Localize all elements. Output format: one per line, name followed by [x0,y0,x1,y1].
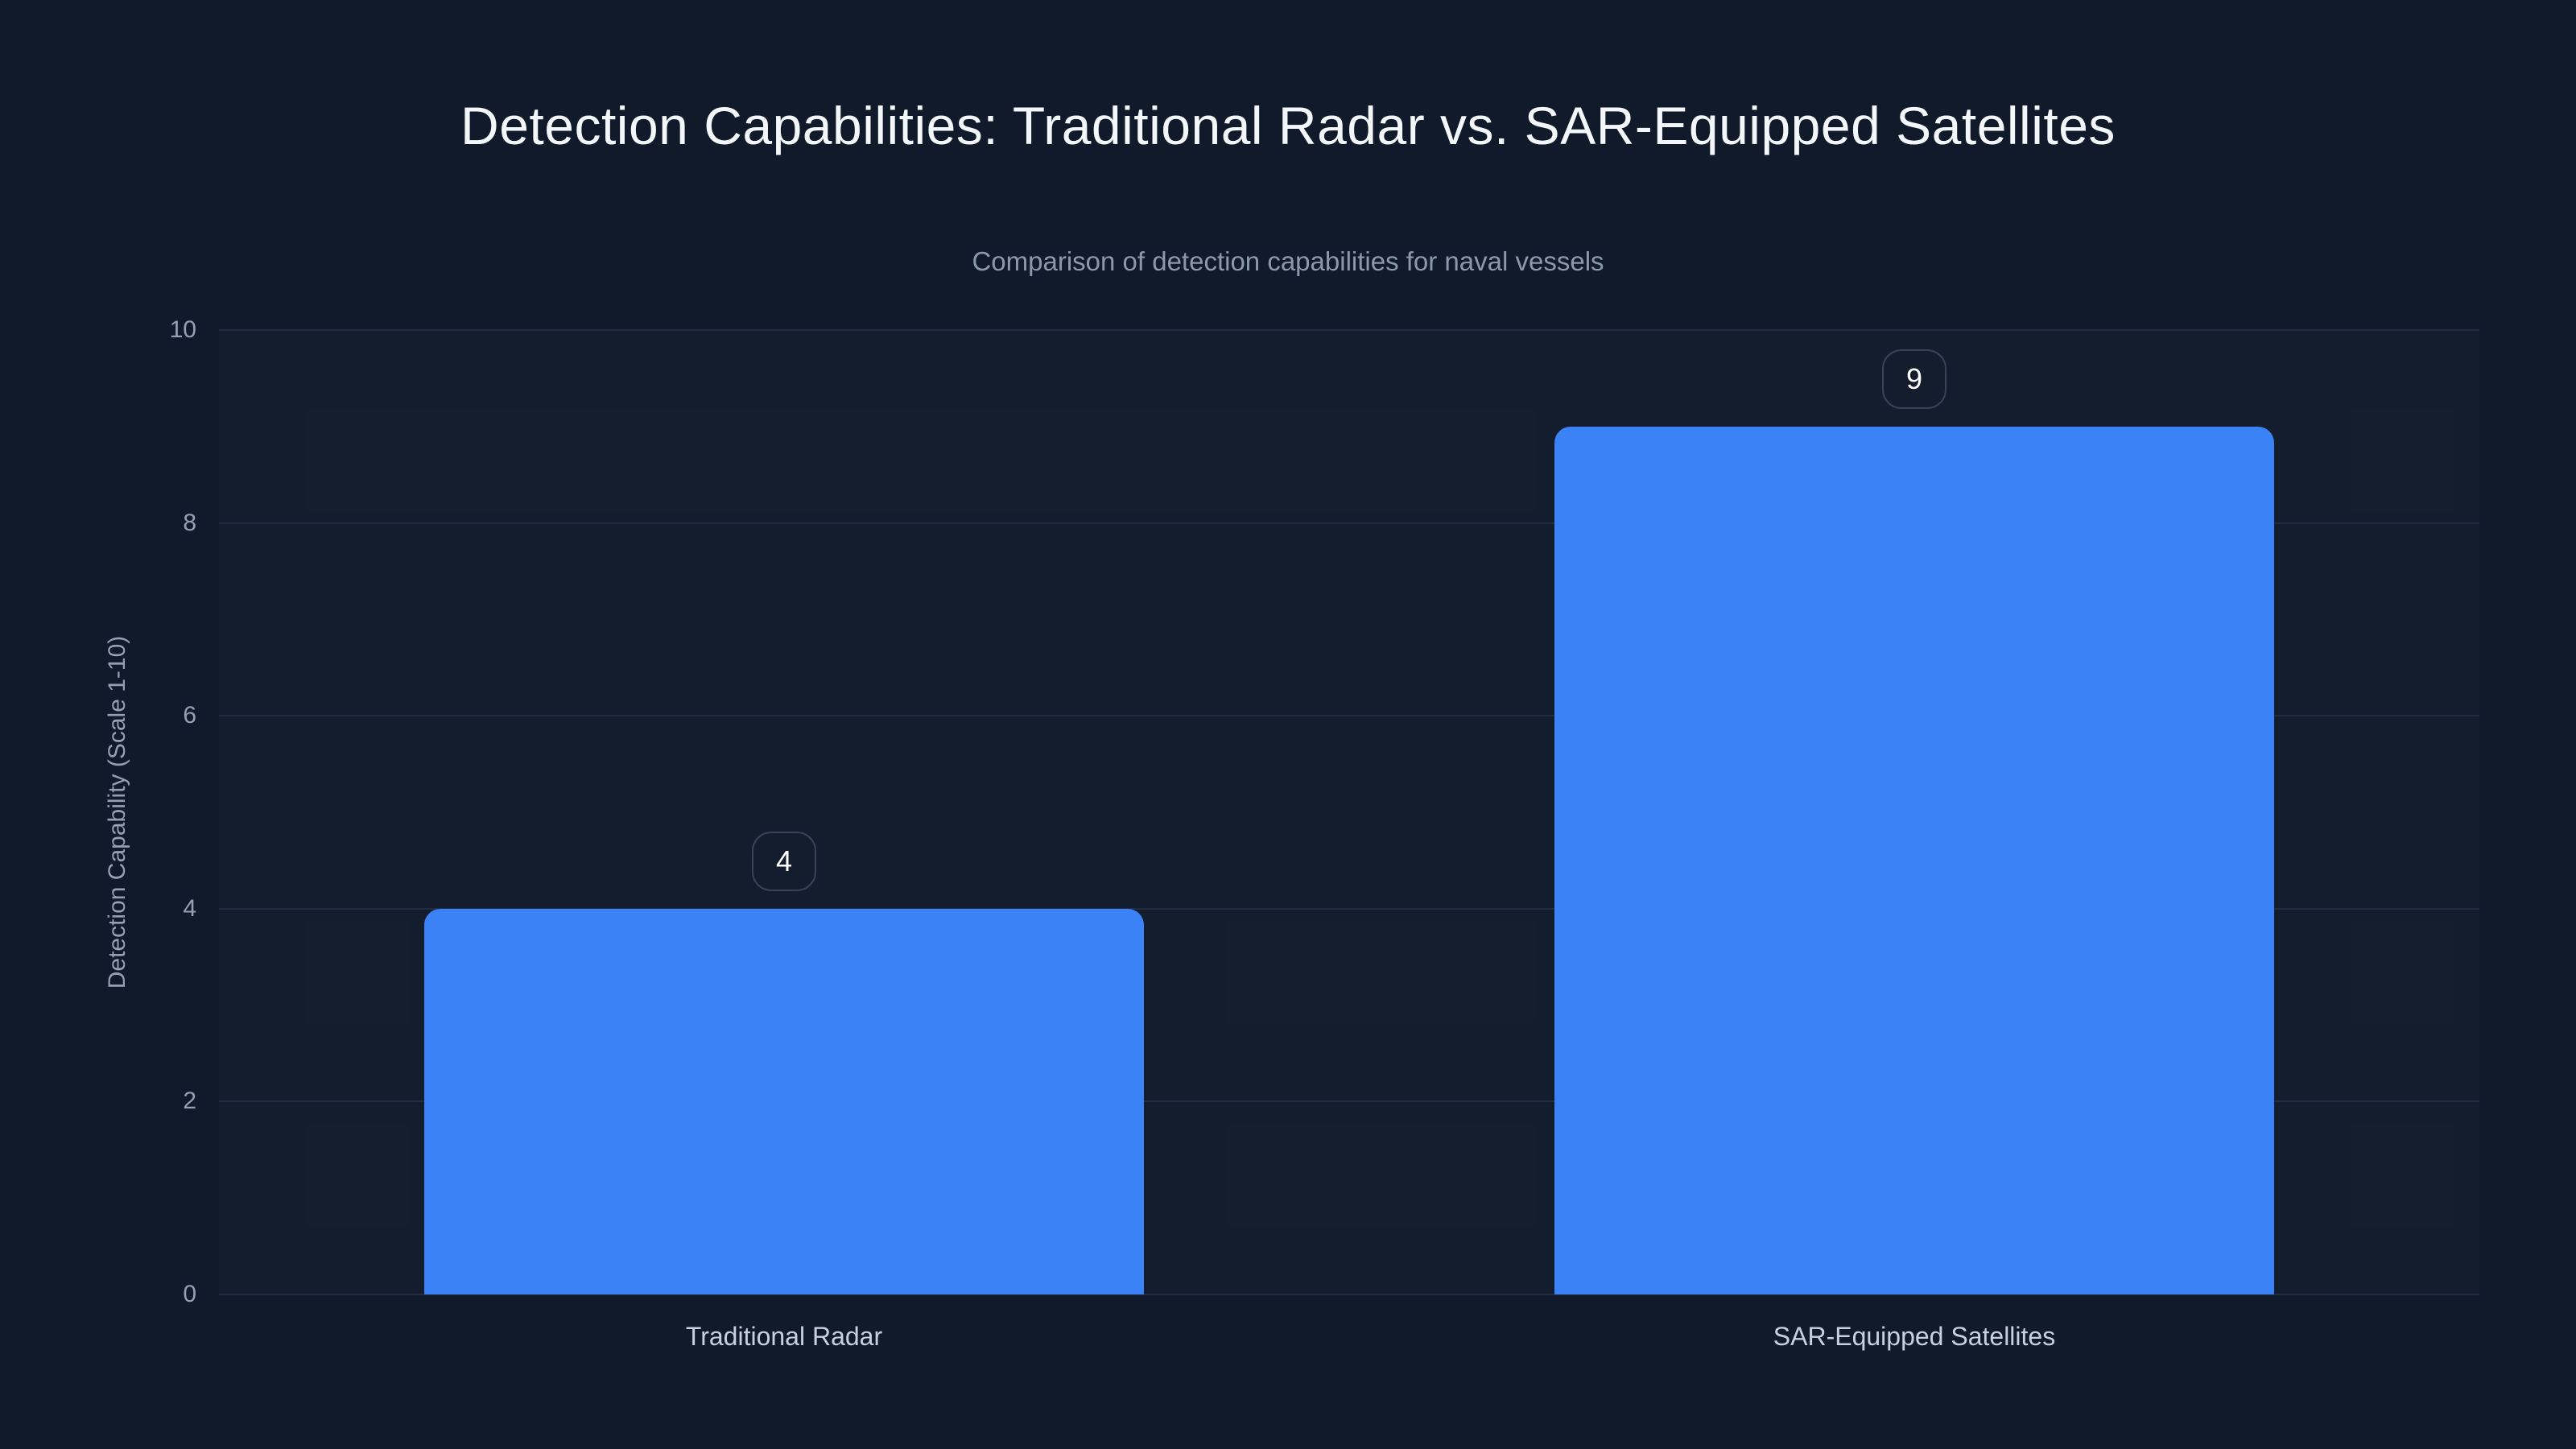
x-category-label: SAR-Equipped Satellites [1773,1322,2056,1351]
y-tick-label: 2 [183,1088,196,1115]
value-badge: 9 [1882,349,1946,409]
gridline [219,907,2479,910]
bar-sar-equipped-satellites [1554,427,2274,1294]
gridline [219,1100,2479,1103]
gridline [219,1294,2479,1295]
y-tick-label: 6 [183,702,196,729]
chart-subtitle: Comparison of detection capabilities for… [972,246,1604,276]
gridline [219,715,2479,717]
gridline [219,522,2479,524]
chart-title: Detection Capabilities: Traditional Rada… [460,96,2116,155]
gridline [219,329,2479,331]
y-axis-title: Detection Capability (Scale 1-10) [104,635,130,989]
y-tick-label: 0 [183,1281,196,1307]
y-tick-label: 10 [169,316,196,343]
y-tick-label: 4 [183,894,196,922]
value-badge: 4 [752,832,816,891]
y-tick-label: 8 [183,509,196,536]
bar-traditional-radar [424,909,1144,1294]
x-category-label: Traditional Radar [685,1322,883,1351]
